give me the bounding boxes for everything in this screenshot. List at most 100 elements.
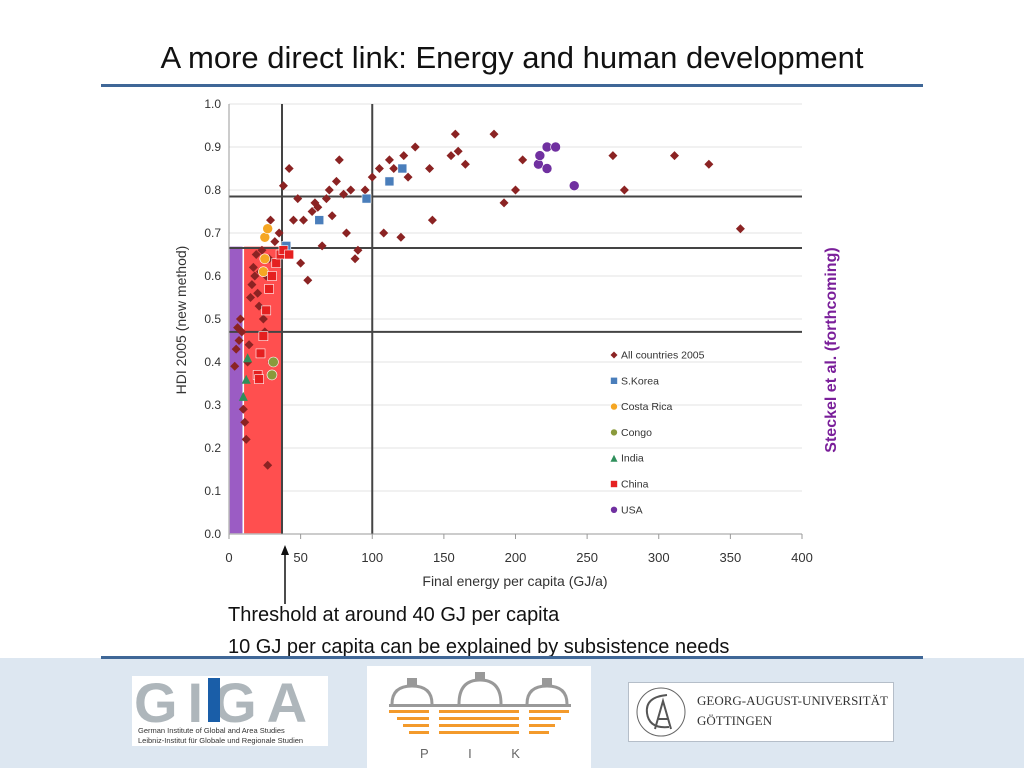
data-point-all-countries-2005: [250, 271, 260, 281]
legend-label: USA: [621, 504, 643, 516]
pik-building-icon: [389, 672, 571, 734]
data-point-all-countries-2005: [353, 245, 363, 255]
x-axis-label: Final energy per capita (GJ/a): [422, 573, 607, 589]
data-point-all-countries-2005: [241, 434, 251, 444]
data-point-all-countries-2005: [450, 129, 460, 139]
data-point-china: [261, 305, 272, 316]
x-tick-label: 50: [293, 550, 307, 565]
data-point-china: [271, 258, 282, 268]
data-point-india: [241, 374, 251, 384]
data-point-all-countries-2005: [303, 275, 313, 285]
data-point-s-korea: [361, 193, 372, 204]
data-point-all-countries-2005: [257, 245, 267, 255]
x-tick-label: 0: [225, 550, 232, 565]
x-tick-label: 250: [576, 550, 598, 565]
legend-marker: [610, 351, 618, 359]
data-point-all-countries-2005: [253, 288, 263, 298]
y-axis-label: HDI 2005 (new method): [173, 246, 189, 395]
x-tick-label: 400: [791, 550, 813, 565]
hdi-energy-scatter-chart: 0.0 0.1 0.2 0.3 0.4 0.5 0.6 0.7 0.8 0.9 1.0 0 50 100 1…: [173, 97, 813, 604]
data-point-all-countries-2005: [396, 232, 406, 242]
data-point-all-countries-2005: [425, 164, 435, 173]
legend-label: Costa Rica: [621, 401, 673, 413]
goettingen-logo: GEORG-AUGUST-UNIVERSITÄT GÖTTINGEN: [628, 682, 894, 742]
data-point-all-countries-2005: [341, 228, 351, 238]
data-point-all-countries-2005: [334, 155, 344, 165]
data-point-all-countries-2005: [254, 301, 264, 311]
footer-rule: [101, 656, 923, 659]
legend-marker: [610, 454, 618, 462]
data-point-all-countries-2005: [244, 340, 254, 350]
legend-label: China: [621, 479, 649, 491]
data-point-usa: [550, 141, 561, 153]
annotation-subsistence: 10 GJ per capita can be explained by sub…: [228, 636, 730, 658]
data-point-all-countries-2005: [499, 198, 509, 208]
data-point-s-korea: [397, 163, 408, 174]
data-point-all-countries-2005: [453, 146, 463, 156]
data-point-all-countries-2005: [735, 224, 745, 234]
data-point-all-countries-2005: [237, 327, 247, 337]
legend-marker: [610, 376, 618, 385]
pik-logo: P I K: [367, 666, 591, 768]
giga-logo: GIGA German Institute of Global and Area…: [132, 671, 328, 746]
y-tick-label: 0.1: [204, 484, 221, 498]
data-point-costa-rica: [259, 253, 271, 265]
data-point-congo: [268, 356, 279, 368]
data-point-china: [254, 374, 264, 385]
data-point-all-countries-2005: [298, 215, 308, 225]
attribution-label: Steckel et al. (forthcoming): [823, 247, 840, 453]
data-point-all-countries-2005: [384, 155, 394, 165]
x-tick-label: 100: [361, 550, 383, 565]
legend-label: India: [621, 453, 644, 465]
data-point-all-countries-2005: [274, 228, 284, 238]
data-point-costa-rica: [262, 223, 273, 234]
data-point-all-countries-2005: [231, 344, 241, 354]
data-point-usa: [534, 150, 546, 161]
data-point-china: [264, 284, 274, 294]
data-point-all-countries-2005: [284, 164, 294, 173]
data-point-all-countries-2005: [511, 185, 520, 195]
y-tick-label: 0.3: [204, 398, 221, 412]
data-point-all-countries-2005: [339, 189, 349, 199]
data-point-all-countries-2005: [235, 314, 245, 324]
axes: 0.0 0.1 0.2 0.3 0.4 0.5 0.6 0.7 0.8 0.9 1.0 0 50 100 1…: [204, 97, 813, 565]
data-point-all-countries-2005: [427, 215, 437, 225]
data-point-all-countries-2005: [296, 258, 306, 268]
legend-marker: [610, 505, 618, 514]
x-tick-label: 350: [720, 550, 742, 565]
y-tick-label: 0.0: [204, 527, 221, 541]
x-tick-label: 300: [648, 550, 670, 565]
data-point-all-countries-2005: [608, 151, 618, 161]
y-tick-label: 0.7: [204, 226, 221, 240]
data-point-all-countries-2005: [288, 215, 298, 225]
y-tick-label: 0.9: [204, 140, 221, 154]
data-point-all-countries-2005: [293, 194, 303, 204]
data-point-congo: [266, 369, 278, 381]
data-point-all-countries-2005: [403, 172, 413, 182]
data-point-china: [284, 249, 294, 260]
data-point-china: [267, 271, 277, 281]
data-point-all-countries-2005: [331, 176, 341, 186]
grid-lines: [229, 103, 802, 535]
data-point-all-countries-2005: [278, 181, 288, 191]
legend: All countries 2005 S.Korea Costa Rica Congo…: [610, 350, 705, 516]
giga-subtitle-2: Leibniz-Institut für Globale und Regiona…: [138, 736, 304, 745]
data-point-all-countries-2005: [367, 172, 377, 182]
giga-accent-bar: [208, 678, 220, 722]
legend-marker: [610, 480, 618, 488]
data-point-all-countries-2005: [619, 185, 629, 195]
y-tick-label: 0.4: [204, 355, 221, 369]
data-point-all-countries-2005: [247, 280, 257, 290]
data-point-s-korea: [314, 215, 325, 225]
data-point-all-countries-2005: [360, 185, 370, 195]
legend-label: Congo: [621, 427, 652, 439]
shaded-regions: [228, 245, 283, 535]
legend-marker: [610, 402, 618, 411]
y-tick-label: 0.2: [204, 441, 221, 455]
annotation-threshold: Threshold at around 40 GJ per capita: [228, 604, 560, 626]
data-point-all-countries-2005: [248, 262, 258, 272]
data-point-all-countries-2005: [389, 164, 399, 173]
data-point-costa-rica: [258, 266, 269, 278]
data-point-s-korea: [384, 176, 395, 187]
data-point-india: [238, 391, 248, 401]
